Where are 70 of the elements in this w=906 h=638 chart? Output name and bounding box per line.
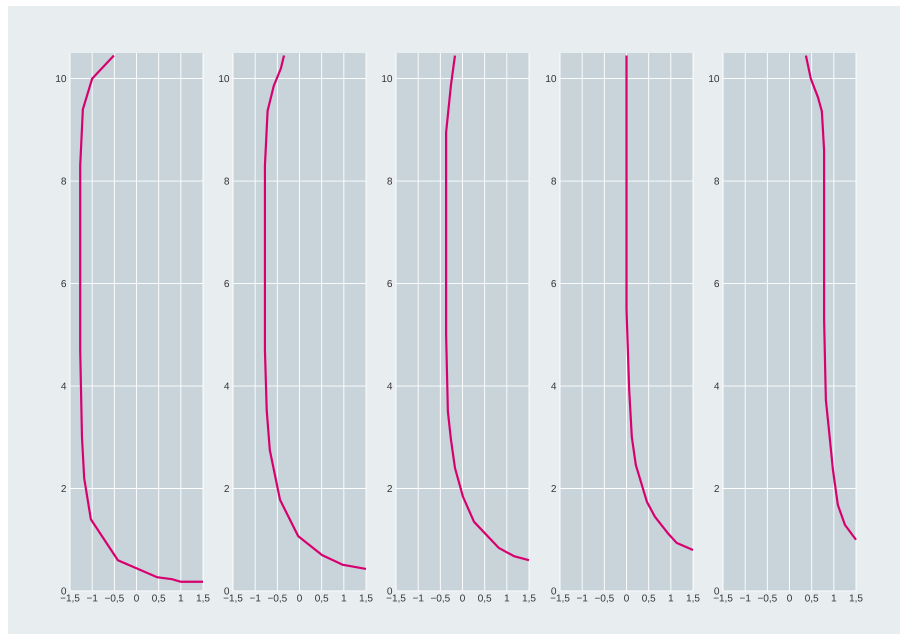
x-tick-label: 0	[624, 594, 629, 602]
x-tick-label: 0	[297, 594, 302, 602]
y-tick-label: 8	[551, 178, 556, 185]
x-tick-label: −1,5	[714, 594, 732, 603]
y-tick-label: 6	[714, 280, 720, 288]
x-tick-label: 1,5	[686, 594, 700, 603]
y-tick-label: 0	[551, 587, 556, 595]
x-tick-label: 1	[668, 594, 674, 602]
x-tick-label: 0,5	[478, 594, 492, 603]
x-tick-label: −1	[250, 594, 260, 602]
y-tick-label: 10	[219, 75, 230, 82]
line-series	[79, 54, 204, 583]
y-tick-label: 10	[709, 75, 720, 82]
x-tick-label: −0,5	[104, 594, 124, 603]
x-tick-label: 0,5	[805, 594, 818, 603]
y-tick-label: 8	[714, 178, 720, 185]
x-tick-label: 0	[787, 594, 792, 602]
y-tick-label: 6	[387, 280, 392, 288]
x-tick-label: 1,5	[360, 594, 373, 603]
y-tick-label: 4	[61, 382, 66, 390]
y-tick-label: 2	[61, 485, 66, 492]
x-tick-label: 1	[342, 594, 346, 602]
x-tick-label: 0,5	[315, 594, 328, 603]
y-tick-label: 0	[224, 587, 230, 595]
y-tick-label: 4	[551, 382, 556, 390]
y-tick-label: 6	[61, 280, 66, 288]
y-tick-label: 0	[714, 587, 720, 595]
x-tick-label: 1	[504, 594, 510, 602]
x-tick-label: 0,5	[642, 594, 656, 603]
x-tick-label: −0,5	[430, 594, 450, 603]
x-tick-label: −1	[412, 594, 424, 602]
y-tick-label: 8	[61, 178, 66, 185]
x-tick-label: 1,5	[850, 594, 863, 603]
line-series	[264, 54, 368, 570]
y-tick-label: 8	[224, 178, 230, 185]
y-tick-label: 8	[387, 178, 392, 185]
x-tick-label: 0	[460, 594, 465, 602]
y-tick-label: 2	[224, 485, 229, 492]
x-tick-label: −1	[86, 594, 98, 602]
x-tick-label: 1	[832, 594, 836, 602]
y-tick-label: 10	[546, 75, 556, 82]
line-series	[804, 54, 858, 541]
line-series	[445, 54, 530, 562]
y-tick-label: 0	[387, 587, 392, 595]
x-tick-label: −0,5	[758, 594, 777, 603]
y-tick-label: 6	[224, 280, 230, 288]
y-tick-label: 4	[224, 382, 230, 390]
x-tick-label: 1,5	[522, 594, 536, 603]
y-tick-label: 4	[387, 382, 392, 390]
y-tick-label: 2	[714, 485, 719, 492]
x-tick-label: −1,5	[60, 594, 80, 603]
y-tick-label: 4	[714, 382, 720, 390]
x-tick-label: 1,5	[196, 594, 210, 603]
y-tick-label: 10	[56, 75, 66, 82]
y-tick-label: 2	[387, 485, 392, 492]
x-tick-label: −1,5	[386, 594, 406, 603]
y-tick-label: 6	[551, 280, 556, 288]
line-series	[625, 54, 694, 552]
x-tick-label: −0,5	[268, 594, 287, 603]
x-tick-label: 0,5	[152, 594, 166, 603]
x-tick-label: −1	[576, 594, 588, 602]
x-tick-label: −1	[740, 594, 750, 602]
y-tick-label: 10	[382, 75, 392, 82]
x-tick-label: 1	[178, 594, 184, 602]
y-tick-label: 0	[61, 587, 66, 595]
x-tick-label: −0,5	[594, 594, 614, 603]
y-tick-label: 2	[551, 485, 556, 492]
x-tick-label: −1,5	[550, 594, 570, 603]
x-tick-label: 0	[134, 594, 139, 602]
x-tick-label: −1,5	[224, 594, 242, 603]
